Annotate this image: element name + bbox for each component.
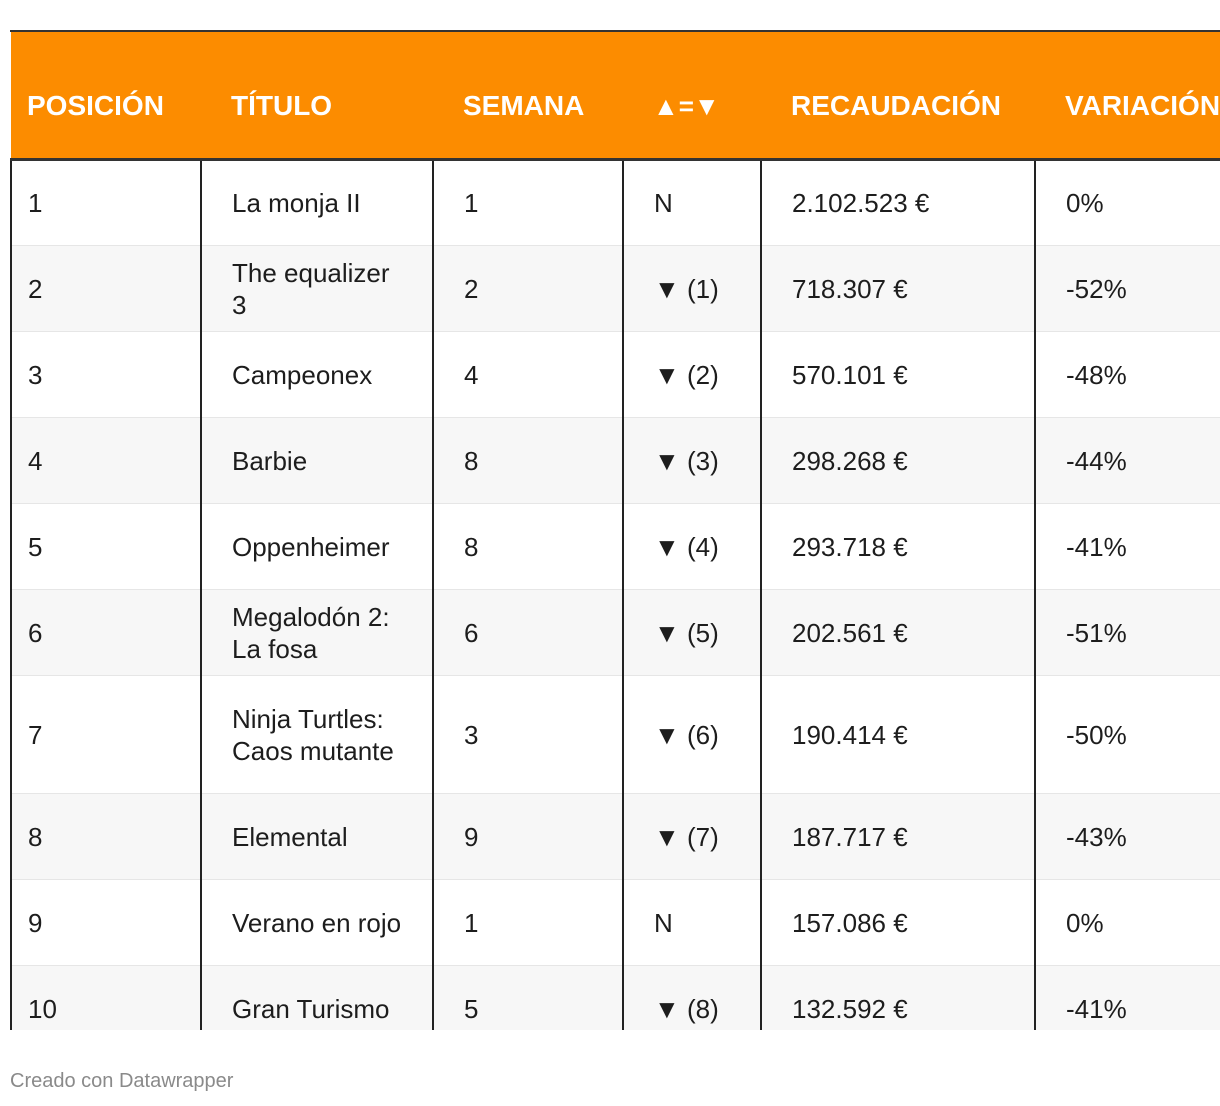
cell-revenue: 293.718 € bbox=[760, 503, 1035, 590]
cell-variation: -41% bbox=[1034, 503, 1220, 590]
cell-position: 10 bbox=[10, 965, 201, 1030]
table-row: 5 Oppenheimer 8 ▼ (4) 293.718 € -41% bbox=[10, 503, 1220, 590]
cell-change: ▼ (8) bbox=[622, 965, 761, 1030]
cell-position: 4 bbox=[10, 417, 201, 504]
cell-change: ▼ (2) bbox=[622, 331, 761, 418]
cell-week: 5 bbox=[432, 965, 623, 1030]
cell-change: N bbox=[622, 159, 761, 246]
cell-title: Ninja Turtles: Caos mutante bbox=[200, 675, 433, 794]
cell-week: 4 bbox=[432, 331, 623, 418]
cell-variation: -52% bbox=[1034, 245, 1220, 332]
header-change-symbol[interactable]: ▲=▼ bbox=[623, 32, 761, 161]
box-office-table-container: POSICIÓN TÍTULO SEMANA ▲=▼ RECAUDACIÓN V… bbox=[10, 32, 1220, 1030]
cell-position: 1 bbox=[10, 159, 201, 246]
cell-revenue: 187.717 € bbox=[760, 793, 1035, 880]
cell-title: Gran Turismo bbox=[200, 965, 433, 1030]
cell-variation: -51% bbox=[1034, 589, 1220, 676]
cell-revenue: 190.414 € bbox=[760, 675, 1035, 794]
table-row: 2 The equalizer 3 2 ▼ (1) 718.307 € -52% bbox=[10, 245, 1220, 332]
header-titulo[interactable]: TÍTULO bbox=[201, 32, 433, 161]
header-variacion[interactable]: VARIACIÓN bbox=[1035, 32, 1220, 161]
cell-title: Barbie bbox=[200, 417, 433, 504]
cell-change: N bbox=[622, 879, 761, 966]
cell-title: Megalodón 2: La fosa bbox=[200, 589, 433, 676]
cell-change: ▼ (6) bbox=[622, 675, 761, 794]
table-row: 9 Verano en rojo 1 N 157.086 € 0% bbox=[10, 879, 1220, 966]
cell-variation: -43% bbox=[1034, 793, 1220, 880]
cell-title: Elemental bbox=[200, 793, 433, 880]
table-row: 7 Ninja Turtles: Caos mutante 3 ▼ (6) 19… bbox=[10, 675, 1220, 794]
table-row: 1 La monja II 1 N 2.102.523 € 0% bbox=[10, 159, 1220, 246]
cell-position: 7 bbox=[10, 675, 201, 794]
table-row: 8 Elemental 9 ▼ (7) 187.717 € -43% bbox=[10, 793, 1220, 880]
header-recaudacion[interactable]: RECAUDACIÓN bbox=[761, 32, 1035, 161]
table-row: 10 Gran Turismo 5 ▼ (8) 132.592 € -41% bbox=[10, 965, 1220, 1030]
cell-title: Verano en rojo bbox=[200, 879, 433, 966]
box-office-table: POSICIÓN TÍTULO SEMANA ▲=▼ RECAUDACIÓN V… bbox=[10, 32, 1220, 1030]
cell-week: 1 bbox=[432, 879, 623, 966]
cell-variation: -44% bbox=[1034, 417, 1220, 504]
cell-variation: -48% bbox=[1034, 331, 1220, 418]
datawrapper-credit[interactable]: Creado con Datawrapper bbox=[10, 1070, 234, 1092]
cell-position: 9 bbox=[10, 879, 201, 966]
cell-revenue: 570.101 € bbox=[760, 331, 1035, 418]
cell-revenue: 202.561 € bbox=[760, 589, 1035, 676]
cell-week: 1 bbox=[432, 159, 623, 246]
table-top-rule bbox=[10, 30, 1220, 32]
header-semana[interactable]: SEMANA bbox=[433, 32, 623, 161]
cell-variation: -50% bbox=[1034, 675, 1220, 794]
header-posicion[interactable]: POSICIÓN bbox=[11, 32, 201, 161]
cell-title: Oppenheimer bbox=[200, 503, 433, 590]
cell-change: ▼ (5) bbox=[622, 589, 761, 676]
cell-position: 8 bbox=[10, 793, 201, 880]
cell-week: 2 bbox=[432, 245, 623, 332]
cell-week: 9 bbox=[432, 793, 623, 880]
cell-variation: 0% bbox=[1034, 159, 1220, 246]
cell-position: 3 bbox=[10, 331, 201, 418]
cell-week: 8 bbox=[432, 417, 623, 504]
cell-variation: 0% bbox=[1034, 879, 1220, 966]
cell-variation: -41% bbox=[1034, 965, 1220, 1030]
cell-week: 6 bbox=[432, 589, 623, 676]
cell-revenue: 157.086 € bbox=[760, 879, 1035, 966]
cell-change: ▼ (3) bbox=[622, 417, 761, 504]
cell-position: 6 bbox=[10, 589, 201, 676]
cell-week: 8 bbox=[432, 503, 623, 590]
header-row: POSICIÓN TÍTULO SEMANA ▲=▼ RECAUDACIÓN V… bbox=[11, 32, 1220, 161]
cell-revenue: 2.102.523 € bbox=[760, 159, 1035, 246]
cell-title: Campeonex bbox=[200, 331, 433, 418]
cell-change: ▼ (4) bbox=[622, 503, 761, 590]
cell-week: 3 bbox=[432, 675, 623, 794]
cell-position: 5 bbox=[10, 503, 201, 590]
cell-change: ▼ (7) bbox=[622, 793, 761, 880]
table-row: 6 Megalodón 2: La fosa 6 ▼ (5) 202.561 €… bbox=[10, 589, 1220, 676]
cell-change: ▼ (1) bbox=[622, 245, 761, 332]
table-row: 4 Barbie 8 ▼ (3) 298.268 € -44% bbox=[10, 417, 1220, 504]
cell-revenue: 298.268 € bbox=[760, 417, 1035, 504]
cell-title: La monja II bbox=[200, 159, 433, 246]
cell-revenue: 132.592 € bbox=[760, 965, 1035, 1030]
table-row: 3 Campeonex 4 ▼ (2) 570.101 € -48% bbox=[10, 331, 1220, 418]
cell-title: The equalizer 3 bbox=[200, 245, 433, 332]
cell-position: 2 bbox=[10, 245, 201, 332]
cell-revenue: 718.307 € bbox=[760, 245, 1035, 332]
